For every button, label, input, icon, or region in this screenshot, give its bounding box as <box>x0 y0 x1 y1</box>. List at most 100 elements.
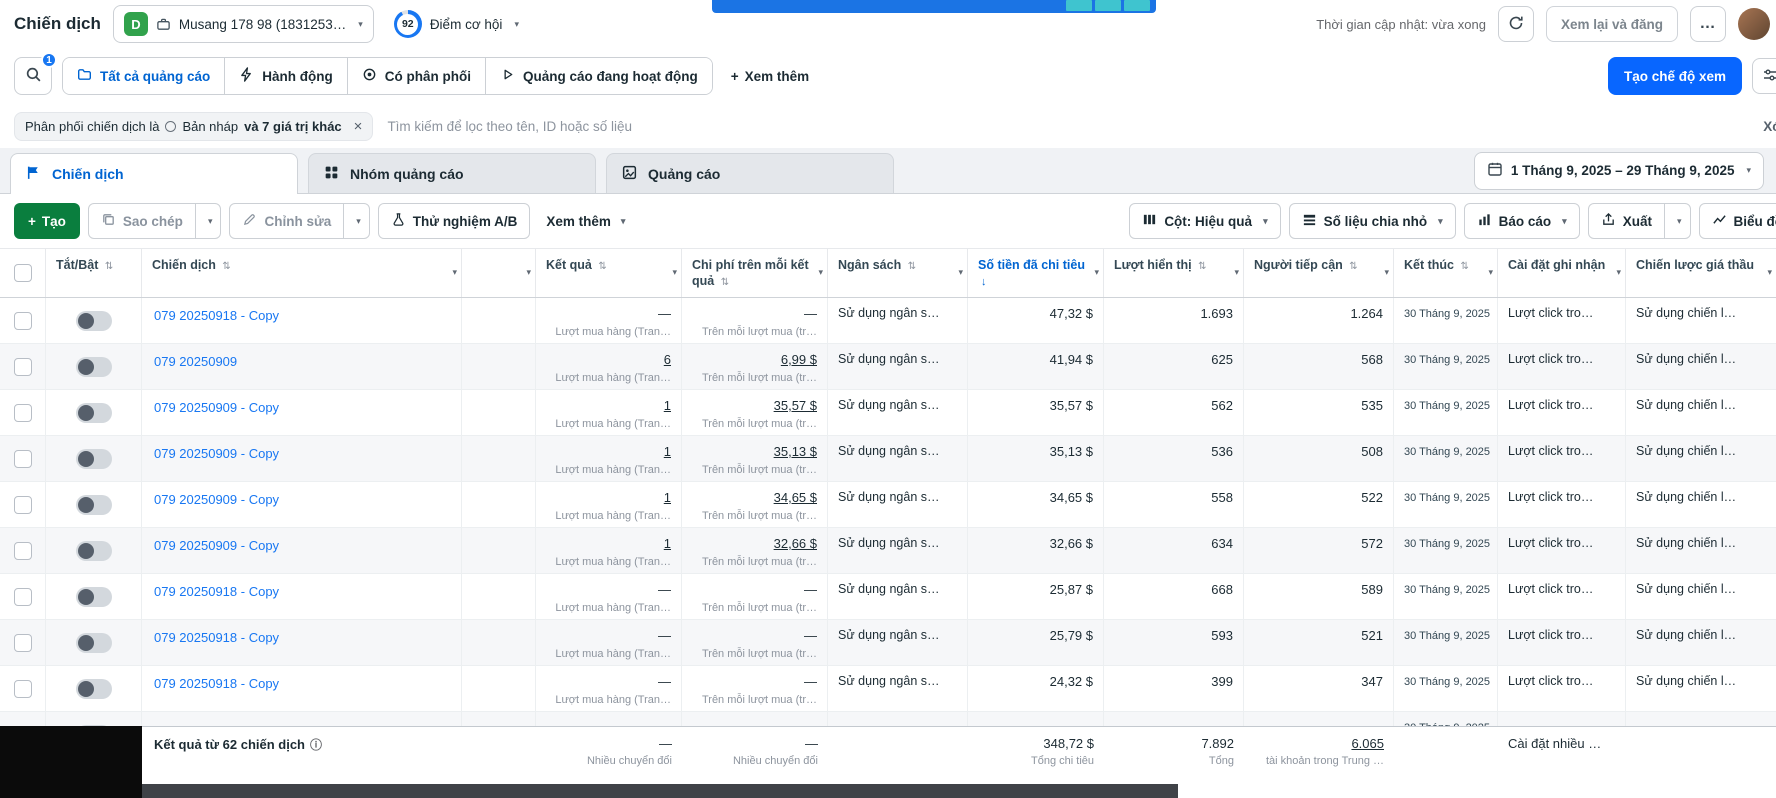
chevron-down-icon[interactable]: ▾ <box>1094 267 1099 278</box>
edit-button[interactable]: Chỉnh sửa <box>230 204 343 238</box>
account-switcher-button[interactable]: D Musang 178 98 (1831253… ▾ <box>112 5 374 43</box>
campaign-off-on-toggle[interactable] <box>75 310 112 331</box>
campaign-off-on-toggle[interactable] <box>75 724 112 726</box>
tab-ad-sets[interactable]: Nhóm quảng cáo <box>308 153 596 193</box>
search-filters-button[interactable]: 1 <box>14 52 57 95</box>
row-checkbox[interactable] <box>13 587 32 606</box>
create-view-button[interactable]: Tạo chế độ xem <box>1607 57 1742 95</box>
columns-button[interactable]: Cột: Hiệu quả ▾ <box>1129 203 1281 239</box>
chevron-down-icon[interactable]: ▾ <box>452 267 457 278</box>
filter-search-input[interactable] <box>387 118 1762 134</box>
reach-cell: 572 <box>1244 528 1394 573</box>
create-campaign-button[interactable]: + Tạo <box>14 203 80 239</box>
chevron-down-icon[interactable]: ▾ <box>958 267 963 278</box>
campaign-name-link[interactable]: 079 20250918 - Copy <box>154 584 280 599</box>
campaign-cell <box>142 712 462 726</box>
campaign-off-on-toggle[interactable] <box>75 540 112 561</box>
row-checkbox[interactable] <box>13 357 32 376</box>
tab-ads[interactable]: Quảng cáo <box>606 153 894 193</box>
column-header-reach[interactable]: Người tiếp cận ⇅ ▾ <box>1244 249 1394 297</box>
chevron-down-icon[interactable]: ▾ <box>1616 267 1621 278</box>
column-header-campaign[interactable]: Chiến dịch ⇅ ▾ <box>142 249 462 297</box>
table-row: 079 20250909 - Copy 1 Lượt mua hàng (Tra… <box>0 528 1776 574</box>
impressions-value: 1.693 <box>1200 306 1233 321</box>
refresh-button[interactable] <box>1497 6 1534 42</box>
tab-campaigns[interactable]: Chiến dịch <box>10 153 298 194</box>
filter-all-ads-button[interactable]: Tất cả quảng cáo <box>63 58 225 94</box>
ab-test-button[interactable]: Thử nghiệm A/B <box>377 203 531 239</box>
cost-value: — <box>804 674 817 689</box>
campaign-off-on-toggle[interactable] <box>75 632 112 653</box>
export-button[interactable]: Xuất <box>1589 204 1664 238</box>
scrollbar-thumb[interactable] <box>0 784 1178 798</box>
column-header-ends[interactable]: Kết thúc ⇅ ▾ <box>1394 249 1498 297</box>
charts-button[interactable]: Biểu đồ <box>1698 203 1776 239</box>
more-options-button[interactable]: … <box>1690 6 1726 42</box>
filter-actions-button[interactable]: Hành động <box>224 58 347 94</box>
campaign-name-link[interactable]: 079 20250909 <box>154 354 238 369</box>
column-header-toggle[interactable]: Tắt/Bật ⇅ <box>46 249 142 297</box>
more-actions-button[interactable]: Xem thêm ▾ <box>538 214 633 229</box>
applied-filter-chip[interactable]: Phân phối chiến dịch là Bản nháp và 7 gi… <box>14 111 374 141</box>
campaign-name-link[interactable]: 079 20250909 - Copy <box>154 400 280 415</box>
date-range-picker[interactable]: 1 Tháng 9, 2025 – 29 Tháng 9, 2025 ▾ <box>1473 151 1764 190</box>
report-button[interactable]: Báo cáo ▾ <box>1463 203 1580 239</box>
row-checkbox[interactable] <box>13 495 32 514</box>
filter-active-ads-button[interactable]: Quảng cáo đang hoạt động <box>485 58 712 94</box>
banner-segment <box>1124 0 1150 11</box>
campaign-off-on-toggle[interactable] <box>75 448 112 469</box>
campaign-name-link[interactable]: 079 20250918 - Copy <box>154 676 280 691</box>
campaign-off-on-toggle[interactable] <box>75 586 112 607</box>
chevron-down-icon[interactable]: ▾ <box>672 267 677 278</box>
column-header-impressions[interactable]: Lượt hiển thị ⇅ ▾ <box>1104 249 1244 297</box>
campaign-off-on-toggle[interactable] <box>75 356 112 377</box>
select-all-checkbox[interactable] <box>13 264 32 282</box>
campaign-off-on-toggle[interactable] <box>75 402 112 423</box>
cost-sublabel: Trên mỗi lượt mua (tr… <box>701 418 817 431</box>
campaign-name-link[interactable]: 079 20250909 - Copy <box>154 492 280 507</box>
campaign-name-link[interactable]: 079 20250909 - Copy <box>154 446 280 461</box>
opportunity-score-button[interactable]: 92 Điểm cơ hội ▾ <box>393 10 519 38</box>
column-header-attribution[interactable]: Cài đặt ghi nhận ▾ <box>1498 249 1626 297</box>
export-split-button: Xuất ▾ <box>1587 203 1691 239</box>
info-icon[interactable]: ⓘ <box>310 738 323 752</box>
column-header-budget[interactable]: Ngân sách ⇅ ▾ <box>828 249 968 297</box>
campaign-name-link[interactable]: 079 20250918 - Copy <box>154 308 280 323</box>
campaign-off-on-toggle[interactable] <box>75 678 112 699</box>
column-header-extra[interactable]: ▾ <box>462 249 536 297</box>
results-sublabel: Lượt mua hàng (Tran… <box>555 464 671 477</box>
campaign-name-link[interactable]: 079 20250918 - Copy <box>154 630 280 645</box>
export-dropdown[interactable]: ▾ <box>1663 204 1690 238</box>
column-header-amount-spent[interactable]: Số tiền đã chi tiêu ↓ ▾ <box>968 249 1104 297</box>
row-checkbox[interactable] <box>13 449 32 468</box>
row-checkbox[interactable] <box>13 541 32 560</box>
column-header-cost-per-result[interactable]: Chi phí trên mỗi kết quả ⇅ ▾ <box>682 249 828 297</box>
row-checkbox[interactable] <box>13 633 32 652</box>
close-icon[interactable]: × <box>353 117 363 135</box>
see-more-filters-button[interactable]: + Xem thêm <box>723 69 817 84</box>
duplicate-button[interactable]: Sao chép <box>89 204 195 238</box>
column-header-bid-strategy[interactable]: Chiến lược giá thầu ▾ <box>1636 258 1772 278</box>
review-and-publish-button[interactable]: Xem lại và đăng <box>1545 6 1678 42</box>
filter-had-delivery-button[interactable]: Có phân phối <box>346 58 486 94</box>
sort-icon: ⇅ <box>1460 261 1469 272</box>
campaign-off-on-toggle[interactable] <box>75 494 112 515</box>
edit-dropdown[interactable]: ▾ <box>343 204 369 238</box>
clear-filters-link[interactable]: Xóa <box>1763 118 1776 134</box>
chevron-down-icon[interactable]: ▾ <box>526 267 531 278</box>
chevron-down-icon[interactable]: ▾ <box>1384 267 1389 278</box>
column-header-results[interactable]: Kết quả ⇅ ▾ <box>536 249 682 297</box>
chevron-down-icon[interactable]: ▾ <box>1234 267 1239 278</box>
row-checkbox[interactable] <box>13 679 32 698</box>
profile-avatar[interactable] <box>1738 8 1770 40</box>
row-checkbox[interactable] <box>13 311 32 330</box>
breakdown-button[interactable]: Số liệu chia nhỏ ▾ <box>1288 203 1456 239</box>
row-checkbox[interactable] <box>13 403 32 422</box>
chevron-down-icon[interactable]: ▾ <box>1767 267 1772 278</box>
campaign-name-link[interactable]: 079 20250909 - Copy <box>154 538 280 553</box>
chevron-down-icon[interactable]: ▾ <box>1488 267 1493 278</box>
budget-cell: Sử dụng ngân s… <box>828 482 968 527</box>
duplicate-dropdown[interactable]: ▾ <box>194 204 221 238</box>
view-settings-button[interactable] <box>1752 58 1776 94</box>
chevron-down-icon[interactable]: ▾ <box>818 267 823 278</box>
